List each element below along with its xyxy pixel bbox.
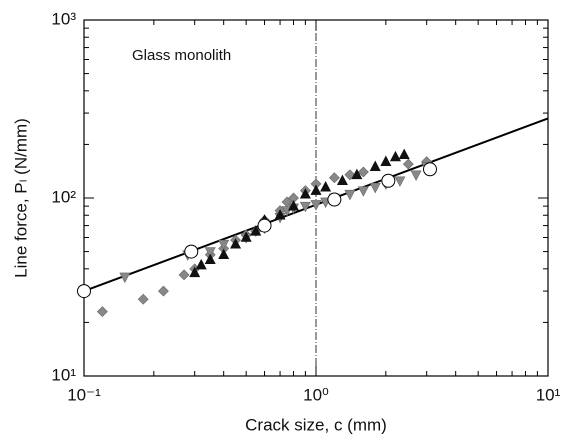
x-tick-label: 10⁻¹ [67, 385, 101, 404]
x-tick-label: 10⁰ [303, 385, 329, 404]
data-point [77, 284, 91, 299]
y-tick-label: 10³ [51, 9, 76, 28]
data-point [336, 174, 348, 186]
data-point [327, 192, 342, 207]
x-axis-title: Crack size, c (mm) [245, 415, 387, 434]
data-point [422, 162, 437, 177]
data-point [369, 160, 381, 171]
data-point [195, 258, 207, 270]
data-point [230, 238, 242, 249]
data-point [158, 285, 169, 297]
data-point [119, 272, 131, 284]
data-point [402, 158, 414, 170]
data-point [204, 247, 216, 258]
data-point [357, 186, 369, 197]
data-point [398, 148, 410, 160]
y-axis-title: Line force, Pₗ (N/mm) [11, 118, 30, 278]
data-point [204, 253, 216, 265]
data-point [274, 209, 286, 220]
data-point [344, 169, 356, 181]
data-point [288, 200, 300, 211]
data-point [328, 172, 340, 184]
data-point [410, 170, 422, 181]
data-point [310, 184, 322, 195]
annotation: Glass monolith [132, 47, 231, 64]
data-point [218, 248, 230, 260]
data-point [137, 293, 149, 305]
data-point [184, 244, 199, 259]
data-point [357, 166, 369, 178]
data-point [310, 200, 322, 211]
data-point [299, 188, 311, 199]
data-point [351, 168, 363, 180]
data-point [299, 201, 311, 213]
data-point [344, 189, 356, 201]
data-point [381, 173, 396, 188]
data-point [189, 266, 201, 278]
data-point [389, 150, 401, 162]
data-point [250, 225, 262, 236]
data-point [257, 218, 272, 233]
data-point [178, 269, 190, 281]
y-tick-label: 10² [51, 187, 76, 206]
data-point [394, 176, 406, 187]
x-tick-label: 10¹ [536, 385, 561, 404]
data-point [320, 181, 332, 192]
data-point [96, 306, 108, 318]
data-point [380, 155, 392, 166]
data-point [369, 182, 381, 194]
data-point [240, 231, 252, 242]
data-point [218, 239, 230, 251]
y-tick-label: 10¹ [51, 365, 76, 384]
